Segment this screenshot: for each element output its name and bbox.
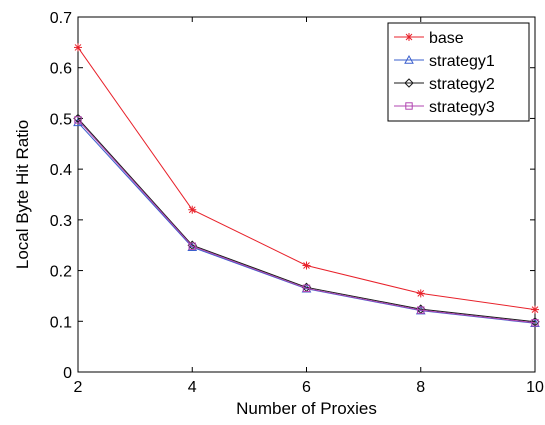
legend-marker-strategy1 [404,54,414,64]
data-point-base [416,289,425,298]
x-tick-label: 6 [302,379,311,396]
series-line-strategy3 [77,119,536,324]
y-tick-label: 0 [63,365,72,382]
legend-label-strategy3: strategy3 [429,99,495,116]
legend-label-strategy1: strategy1 [429,53,495,70]
y-tick-label: 0.3 [50,213,72,230]
x-tick-label: 10 [526,379,544,396]
y-tick-label: 0.7 [50,10,72,27]
legend-marker-strategy2 [404,78,414,88]
legend-label-strategy2: strategy2 [429,76,495,93]
data-point-base [531,305,539,314]
y-tick-label: 0.5 [50,111,72,128]
legend-marker-strategy3 [405,102,413,110]
y-axis-label: Local Byte Hit Ratio [13,120,32,269]
y-tick-label: 0.4 [50,162,72,179]
y-tick-label: 0.1 [50,314,72,331]
data-point-base [74,43,82,52]
data-point-strategy3 [188,242,196,250]
data-point-strategy3 [74,116,82,124]
data-point-strategy3 [417,306,425,314]
data-point-base [188,205,197,214]
x-axis-label: Number of Proxies [236,399,377,418]
series-line-strategy2 [77,118,536,323]
legend-label-base: base [429,30,464,47]
data-point-strategy3 [531,319,539,327]
x-tick-label: 8 [416,379,425,396]
x-tick-label: 2 [74,379,83,396]
y-tick-label: 0.2 [50,264,72,281]
legend-marker-base [405,33,413,41]
data-point-base [302,261,311,270]
y-tick-label: 0.6 [50,61,72,78]
x-tick-label: 4 [188,379,197,396]
data-point-strategy3 [302,284,311,293]
